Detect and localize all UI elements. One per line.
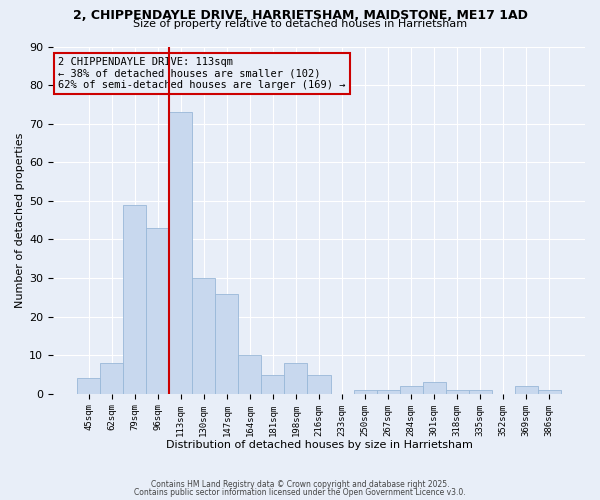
Bar <box>515 386 538 394</box>
Bar <box>353 390 377 394</box>
Text: 2 CHIPPENDAYLE DRIVE: 113sqm
← 38% of detached houses are smaller (102)
62% of s: 2 CHIPPENDAYLE DRIVE: 113sqm ← 38% of de… <box>58 57 346 90</box>
Bar <box>307 374 331 394</box>
Bar <box>400 386 422 394</box>
Bar <box>146 228 169 394</box>
Bar <box>169 112 193 394</box>
Bar <box>215 294 238 394</box>
Bar <box>284 363 307 394</box>
Bar <box>123 204 146 394</box>
Bar <box>100 363 123 394</box>
Bar <box>377 390 400 394</box>
Text: 2, CHIPPENDAYLE DRIVE, HARRIETSHAM, MAIDSTONE, ME17 1AD: 2, CHIPPENDAYLE DRIVE, HARRIETSHAM, MAID… <box>73 9 527 22</box>
Text: Contains public sector information licensed under the Open Government Licence v3: Contains public sector information licen… <box>134 488 466 497</box>
Bar <box>446 390 469 394</box>
Bar <box>193 278 215 394</box>
Text: Contains HM Land Registry data © Crown copyright and database right 2025.: Contains HM Land Registry data © Crown c… <box>151 480 449 489</box>
Text: Size of property relative to detached houses in Harrietsham: Size of property relative to detached ho… <box>133 19 467 29</box>
Bar <box>469 390 492 394</box>
Bar <box>238 356 262 394</box>
Bar <box>538 390 561 394</box>
Bar <box>77 378 100 394</box>
X-axis label: Distribution of detached houses by size in Harrietsham: Distribution of detached houses by size … <box>166 440 472 450</box>
Y-axis label: Number of detached properties: Number of detached properties <box>15 132 25 308</box>
Bar <box>422 382 446 394</box>
Bar <box>262 374 284 394</box>
